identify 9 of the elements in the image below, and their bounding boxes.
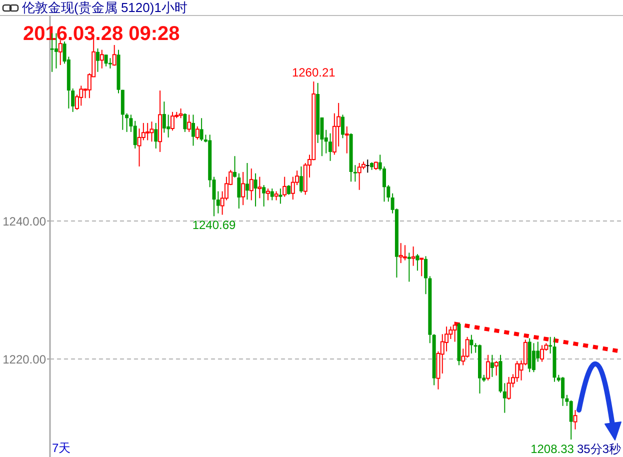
- annotation: 1208.33: [530, 442, 574, 456]
- chart-subtitle: 2016.03.28 09:28: [23, 23, 180, 45]
- annotation: 1260.21: [292, 65, 336, 80]
- y-tick-label: 1220.00: [2, 352, 46, 366]
- y-tick-label: 1240.00: [2, 214, 46, 228]
- annotation: 7天: [52, 441, 71, 455]
- annotation: 35分3秒: [576, 442, 621, 456]
- annotation: 1240.69: [192, 218, 236, 232]
- chart-title: 伦敦金现(贵金属 5120)1小时: [22, 0, 188, 15]
